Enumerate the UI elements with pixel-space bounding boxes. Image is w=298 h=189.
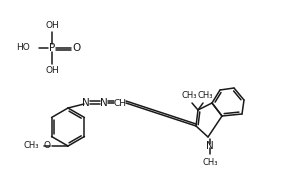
Text: CH₃: CH₃ xyxy=(181,91,197,100)
Text: N: N xyxy=(100,98,108,108)
Text: O: O xyxy=(44,142,51,150)
Text: O: O xyxy=(72,43,80,53)
Text: CH₃: CH₃ xyxy=(202,158,218,167)
Text: HO: HO xyxy=(16,43,30,53)
Text: N: N xyxy=(82,98,90,108)
Text: N: N xyxy=(206,141,214,151)
Text: P: P xyxy=(49,43,55,53)
Text: OH: OH xyxy=(45,66,59,75)
Text: CH₃: CH₃ xyxy=(24,142,39,150)
Text: CH: CH xyxy=(114,98,126,108)
Text: CH₃: CH₃ xyxy=(197,91,213,100)
Text: OH: OH xyxy=(45,21,59,30)
